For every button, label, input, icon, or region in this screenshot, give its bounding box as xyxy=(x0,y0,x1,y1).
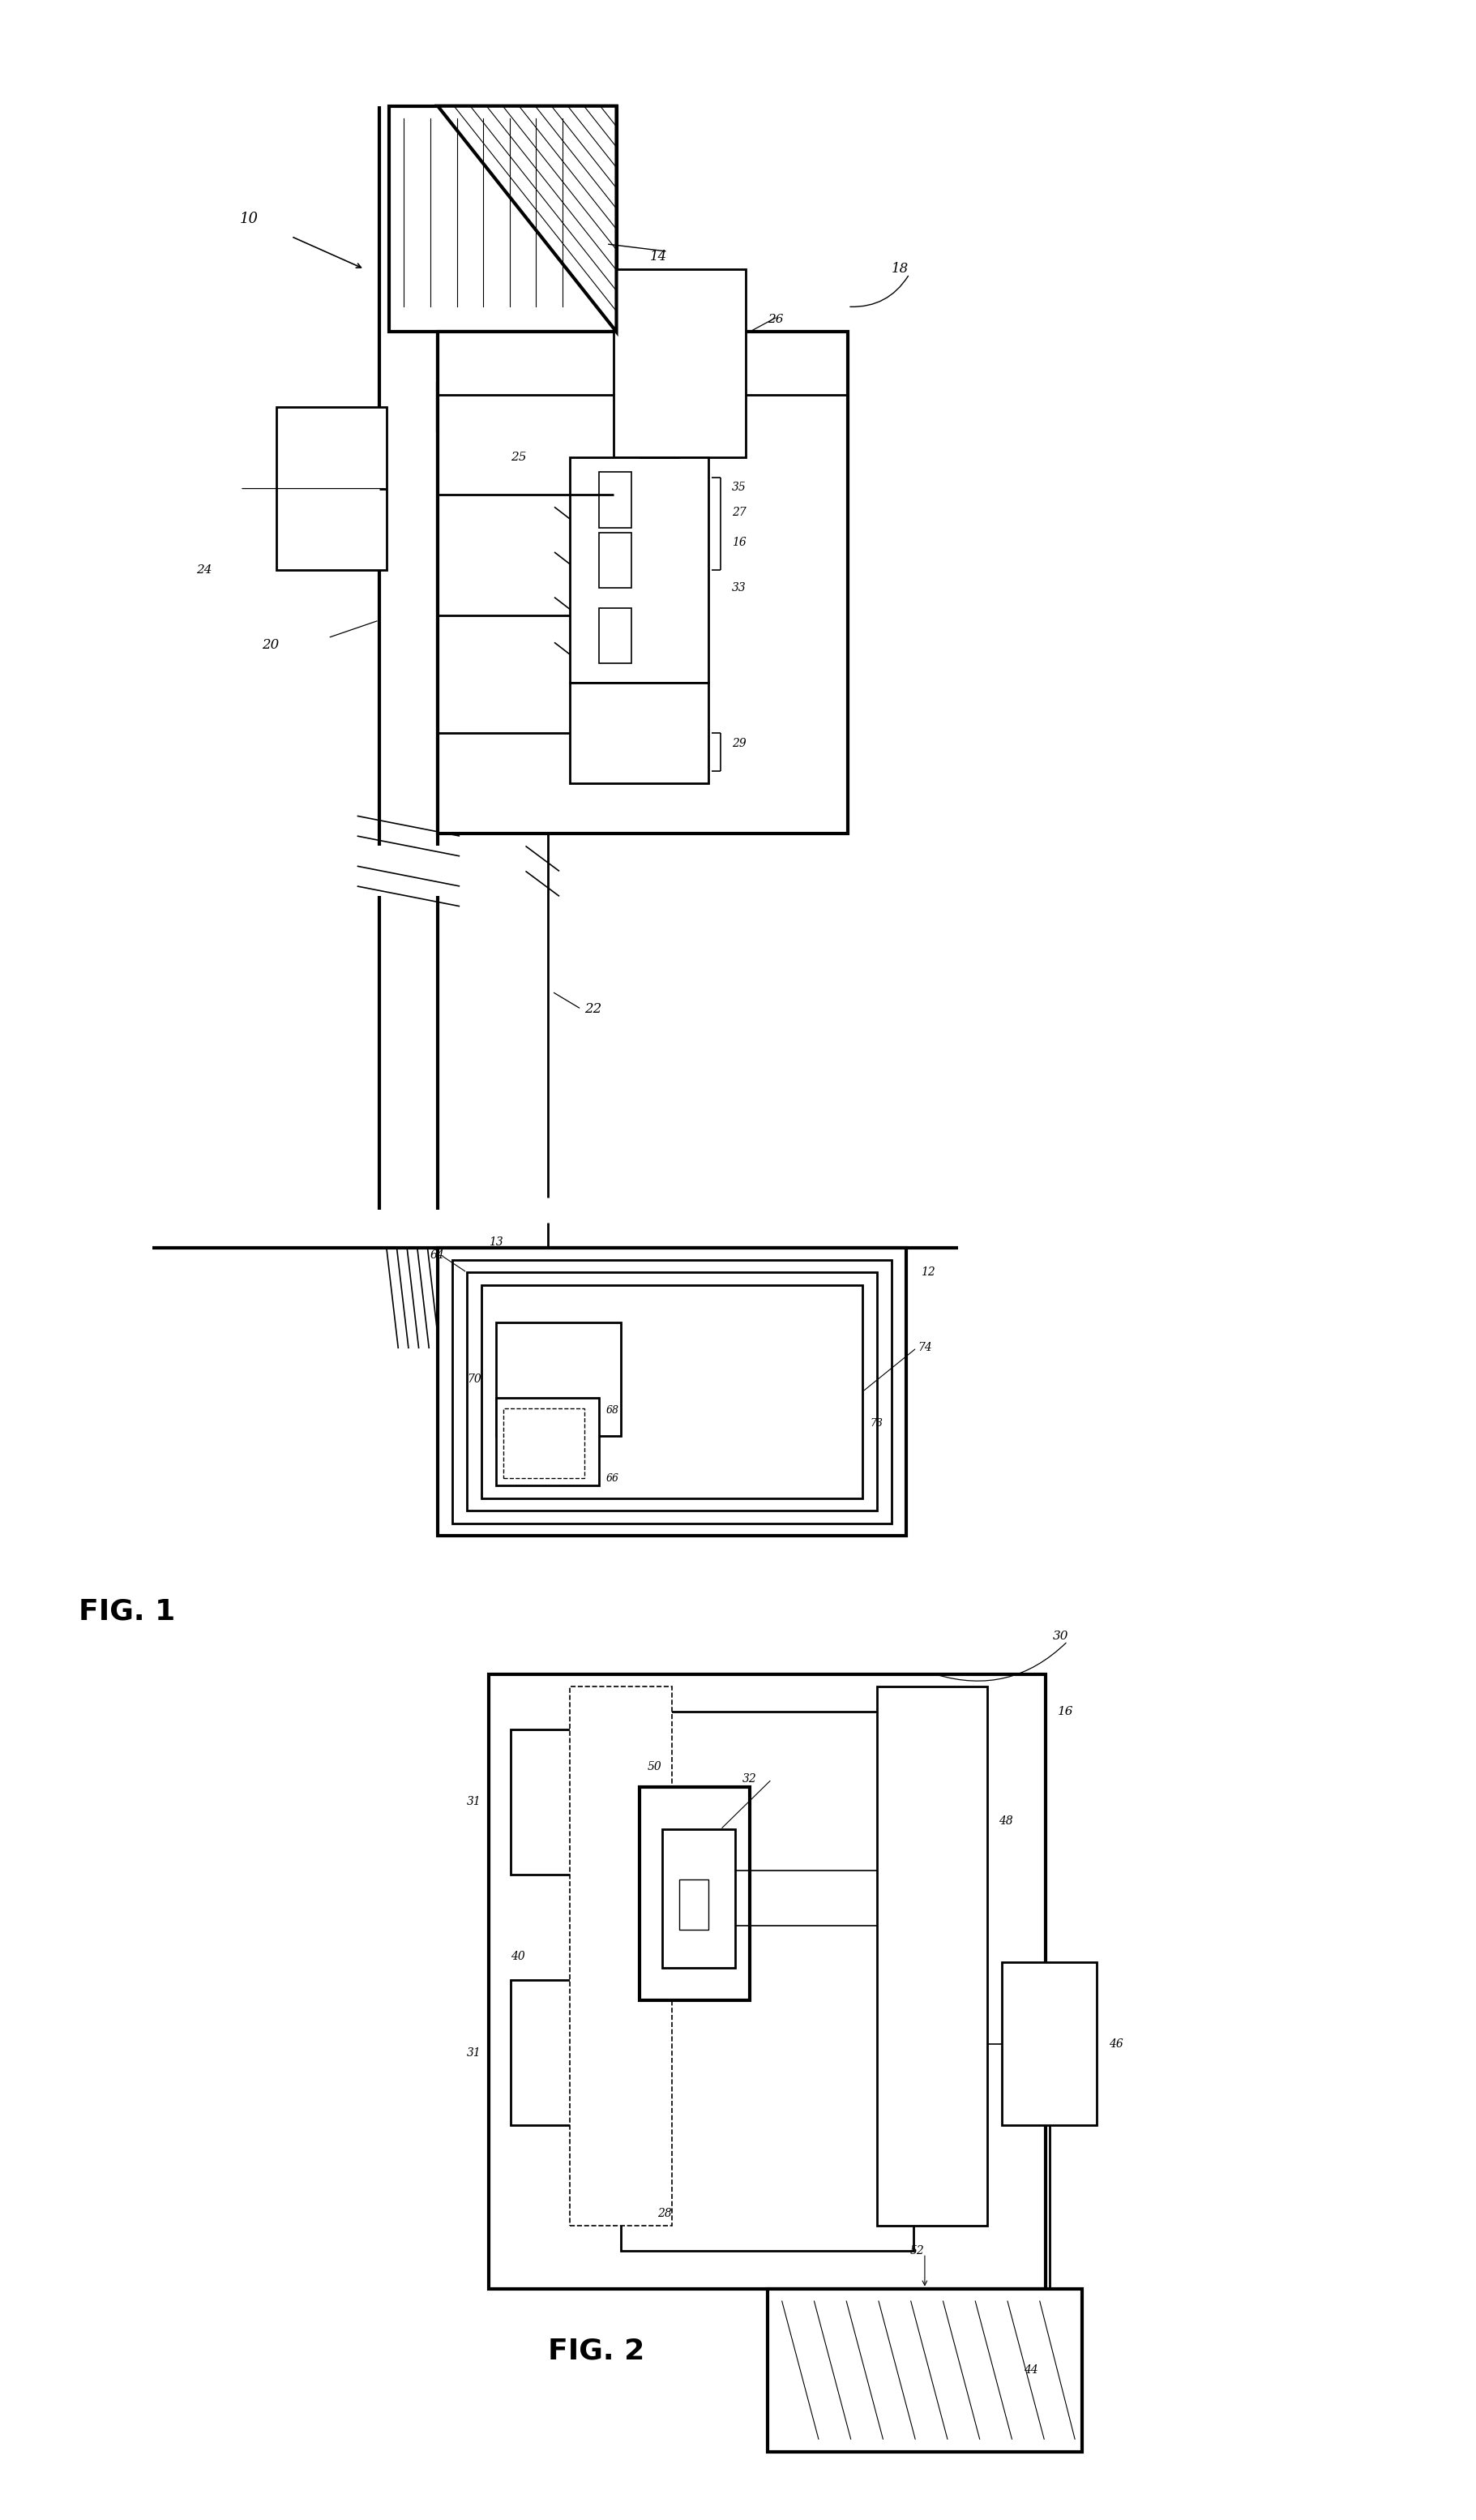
FancyBboxPatch shape xyxy=(679,1880,708,1930)
FancyBboxPatch shape xyxy=(489,1673,1045,2288)
FancyBboxPatch shape xyxy=(661,1830,735,1968)
FancyBboxPatch shape xyxy=(599,532,632,587)
Text: 32: 32 xyxy=(742,1774,757,1784)
FancyBboxPatch shape xyxy=(276,408,387,570)
FancyBboxPatch shape xyxy=(570,683,708,784)
FancyBboxPatch shape xyxy=(390,106,617,333)
FancyBboxPatch shape xyxy=(496,1399,599,1487)
Text: 44: 44 xyxy=(1024,2364,1038,2376)
Text: 24: 24 xyxy=(196,564,213,575)
Text: 73: 73 xyxy=(869,1419,883,1429)
Text: 27: 27 xyxy=(732,507,747,519)
Text: 25: 25 xyxy=(511,451,527,464)
Text: 22: 22 xyxy=(584,1003,601,1016)
Text: 26: 26 xyxy=(768,312,784,325)
Polygon shape xyxy=(438,106,617,333)
FancyBboxPatch shape xyxy=(511,1729,607,1875)
FancyBboxPatch shape xyxy=(503,1409,584,1479)
FancyBboxPatch shape xyxy=(438,1247,906,1537)
FancyBboxPatch shape xyxy=(511,1981,607,2124)
Text: 50: 50 xyxy=(646,1761,661,1772)
Text: 52: 52 xyxy=(911,2245,924,2255)
Text: 64: 64 xyxy=(431,1250,444,1260)
FancyBboxPatch shape xyxy=(481,1285,862,1499)
FancyBboxPatch shape xyxy=(877,1686,987,2225)
FancyBboxPatch shape xyxy=(438,333,847,834)
FancyBboxPatch shape xyxy=(768,2288,1082,2452)
Text: 29: 29 xyxy=(732,738,747,748)
Text: 68: 68 xyxy=(607,1406,618,1416)
Text: 28: 28 xyxy=(657,2208,672,2220)
Text: FIG. 2: FIG. 2 xyxy=(548,2339,644,2366)
FancyBboxPatch shape xyxy=(570,456,708,683)
Text: 16: 16 xyxy=(1057,1706,1073,1716)
FancyBboxPatch shape xyxy=(452,1260,892,1525)
Text: 31: 31 xyxy=(466,1797,481,1807)
FancyBboxPatch shape xyxy=(599,607,632,663)
Text: 14: 14 xyxy=(649,249,667,265)
Text: 18: 18 xyxy=(892,262,909,277)
FancyBboxPatch shape xyxy=(570,1686,672,2225)
Text: 31: 31 xyxy=(466,2046,481,2059)
Text: 46: 46 xyxy=(1108,2039,1123,2049)
Text: 20: 20 xyxy=(261,638,279,653)
FancyBboxPatch shape xyxy=(641,1787,750,2001)
Text: 35: 35 xyxy=(732,481,747,494)
Text: 16: 16 xyxy=(732,537,747,549)
Text: 74: 74 xyxy=(918,1343,933,1353)
Text: 12: 12 xyxy=(921,1268,936,1278)
FancyBboxPatch shape xyxy=(1002,1963,1097,2124)
FancyBboxPatch shape xyxy=(466,1273,877,1512)
Text: 48: 48 xyxy=(999,1814,1013,1827)
Text: 66: 66 xyxy=(607,1474,618,1484)
Text: 13: 13 xyxy=(489,1237,503,1247)
Text: 10: 10 xyxy=(241,212,258,227)
FancyBboxPatch shape xyxy=(614,270,745,456)
Text: 70: 70 xyxy=(466,1373,481,1386)
FancyBboxPatch shape xyxy=(599,471,632,527)
FancyBboxPatch shape xyxy=(496,1323,621,1436)
Text: 33: 33 xyxy=(732,582,747,592)
Text: FIG. 1: FIG. 1 xyxy=(78,1598,176,1625)
FancyBboxPatch shape xyxy=(621,1711,914,2250)
Text: 40: 40 xyxy=(511,1950,525,1963)
Text: 30: 30 xyxy=(1052,1630,1069,1643)
